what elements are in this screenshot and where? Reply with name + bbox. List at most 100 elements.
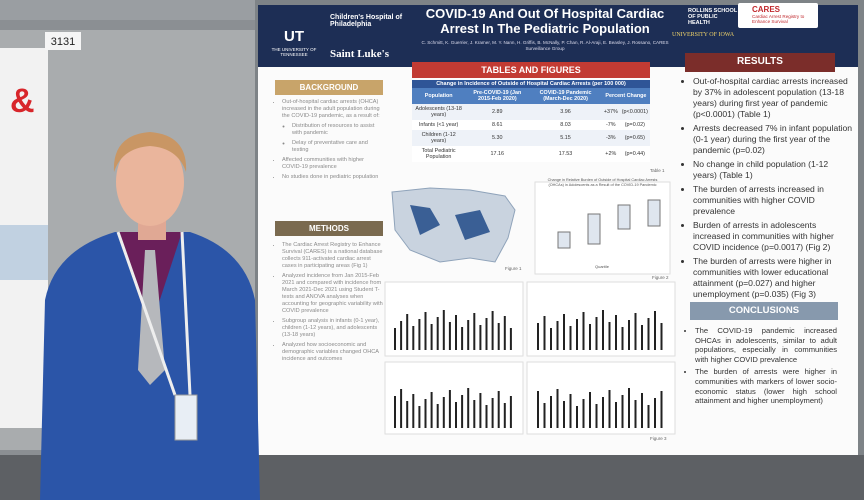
table-cell: Adolescents (13-18 years) bbox=[415, 106, 462, 118]
th: Pre-COVID-19 (Jan 2015-Feb 2020) bbox=[465, 88, 530, 104]
bullet: The COVID-19 pandemic increased OHCAs in… bbox=[695, 326, 837, 364]
bar bbox=[569, 326, 572, 350]
us-map bbox=[391, 187, 516, 263]
bar bbox=[602, 310, 604, 350]
conclusions-heading: CONCLUSIONS bbox=[690, 302, 838, 320]
bar bbox=[448, 390, 451, 428]
adjacent-symbol: & bbox=[10, 82, 35, 120]
bar bbox=[412, 326, 415, 350]
bar bbox=[479, 393, 482, 428]
bar bbox=[473, 400, 476, 428]
bar bbox=[628, 388, 630, 428]
table-cell: -7% bbox=[605, 122, 616, 128]
background-text: Out-of-hospital cardiac arrests (OHCA) i… bbox=[272, 99, 384, 184]
bar bbox=[497, 391, 500, 428]
figure2-title: Change in Relative Burden of Outside of … bbox=[547, 178, 658, 187]
table-cell: (p<0.0001) bbox=[621, 109, 648, 115]
table-cell: 17.16 bbox=[490, 151, 505, 157]
bar bbox=[589, 324, 591, 350]
table: Population Pre-COVID-19 (Jan 2015-Feb 202… bbox=[412, 88, 650, 162]
bar bbox=[430, 324, 433, 350]
bar bbox=[442, 310, 445, 350]
bar bbox=[455, 402, 457, 428]
bullet: The Cardiac Arrest Registry to Enhance S… bbox=[282, 242, 384, 270]
saint-lukes-logo: Saint Luke's bbox=[330, 48, 389, 60]
figure2-label: Figure 2 bbox=[652, 275, 669, 280]
bullet: Subgroup analysis in infants (0-1 year),… bbox=[282, 318, 384, 339]
authors: C. Schmitt, K. Guerrier, J. Kramer, M. Y… bbox=[421, 40, 669, 51]
bullet: Out-of-hospital cardiac arrests increase… bbox=[693, 76, 853, 120]
figure3-bars bbox=[394, 310, 663, 428]
table-body: Adolescents (13-18 years) 2.89 3.96 +37% (p<… bbox=[412, 104, 650, 162]
bar bbox=[418, 319, 421, 350]
bar bbox=[497, 323, 500, 350]
bar bbox=[503, 316, 506, 350]
table-cell: 17.53 bbox=[558, 151, 573, 157]
bar bbox=[503, 403, 506, 428]
bar bbox=[641, 325, 643, 350]
bar bbox=[621, 327, 624, 350]
bar bbox=[509, 328, 512, 350]
bullet: No studies done in pediatric population bbox=[282, 174, 384, 181]
bar bbox=[543, 403, 546, 428]
table-row: Total Pediatric Population 17.16 17.53 +2% (… bbox=[412, 146, 650, 162]
bar bbox=[485, 405, 488, 428]
table-label: Table 1 bbox=[650, 168, 665, 173]
cares-sub: Cardiac Arrest Registry to Enhance Survi… bbox=[752, 14, 805, 24]
bar bbox=[537, 391, 539, 428]
bar bbox=[537, 323, 539, 350]
bar bbox=[654, 398, 656, 428]
lanyard bbox=[116, 231, 192, 396]
bar bbox=[634, 313, 637, 350]
bullet: No change in child population (1-12 year… bbox=[693, 159, 853, 181]
adjacent-chart bbox=[0, 225, 48, 280]
bar bbox=[412, 394, 415, 428]
bar bbox=[424, 399, 427, 428]
table-row: Infants (<1 year) 8.61 8.03 -7% (p=0.02) bbox=[412, 120, 650, 130]
table-cell: +37% bbox=[603, 109, 618, 115]
table-row: Adolescents (13-18 years) 2.89 3.96 +37% (p<… bbox=[412, 104, 650, 120]
adjacent-poster bbox=[0, 48, 48, 428]
bar bbox=[621, 395, 624, 428]
table-row: Children (1-12 years) 5.30 5.15 -3% (p=0.65) bbox=[412, 130, 650, 146]
table-cell: (p=0.44) bbox=[624, 151, 645, 157]
bar bbox=[628, 320, 630, 350]
bar bbox=[473, 313, 476, 350]
bullet: Burden of arrests in adolescents increas… bbox=[693, 220, 853, 253]
box-plots bbox=[557, 199, 661, 249]
bar bbox=[455, 315, 457, 350]
results-text: Out-of-hospital cardiac arrests increase… bbox=[683, 76, 853, 303]
th: Population bbox=[412, 88, 466, 104]
bar bbox=[602, 397, 604, 428]
bar bbox=[418, 406, 421, 428]
bar bbox=[485, 318, 488, 350]
th: COVID-19 Pandemic (March-Dec 2020) bbox=[529, 88, 602, 104]
table-cell: 3.96 bbox=[560, 109, 571, 115]
bar bbox=[608, 390, 611, 428]
bar bbox=[467, 388, 470, 428]
bullet: Out-of-hospital cardiac arrests (OHCA) i… bbox=[282, 99, 384, 120]
bar bbox=[654, 311, 656, 350]
poster-title: COVID-19 And Out Of Hospital Cardiac Arr… bbox=[425, 6, 665, 36]
methods-text: The Cardiac Arrest Registry to Enhance S… bbox=[272, 242, 384, 366]
bar bbox=[550, 328, 552, 350]
background-heading: BACKGROUND bbox=[275, 80, 383, 95]
bar bbox=[467, 320, 470, 350]
bar bbox=[595, 404, 598, 428]
bar bbox=[576, 406, 578, 428]
conclusions-list: The COVID-19 pandemic increased OHCAs in… bbox=[685, 326, 837, 406]
bar bbox=[400, 321, 403, 350]
bar bbox=[660, 391, 663, 428]
bar bbox=[436, 404, 439, 428]
bar bbox=[430, 392, 433, 428]
sub-bullet: Delay of preventative care and testing bbox=[292, 140, 384, 154]
figure2-frame bbox=[534, 181, 671, 275]
bar bbox=[595, 317, 598, 350]
bar bbox=[442, 397, 445, 428]
bullet: Analyzed how socioeconomic and demograph… bbox=[282, 342, 384, 363]
bar bbox=[543, 316, 546, 350]
bar bbox=[424, 312, 427, 350]
bar bbox=[634, 400, 637, 428]
bar bbox=[394, 396, 396, 428]
